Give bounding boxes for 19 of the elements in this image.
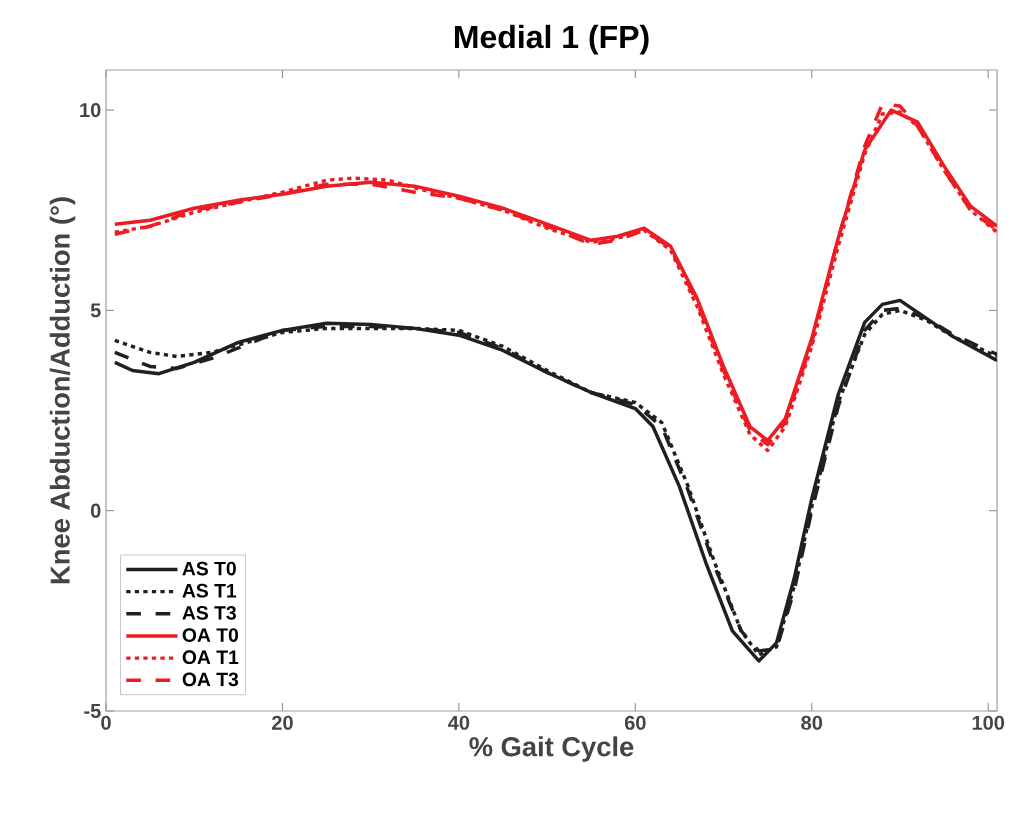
y-tick-label: 10 <box>80 102 101 118</box>
x-tick-label: 80 <box>801 715 823 730</box>
y-tick-label: 5 <box>90 303 101 318</box>
legend-label: AS T1 <box>182 583 237 598</box>
x-tick-label: 100 <box>972 715 1005 730</box>
legend-label: AS T3 <box>182 606 236 620</box>
x-axis-title: % Gait Cycle <box>469 736 634 762</box>
x-tick-label: 0 <box>101 715 111 730</box>
legend-label: OA T0 <box>182 628 239 642</box>
legend-label: OA T3 <box>182 672 239 687</box>
y-tick-label: 0 <box>90 503 101 518</box>
legend-label: AS T0 <box>182 561 236 576</box>
y-axis-title: Knee Abduction/Adduction (°) <box>49 197 76 584</box>
y-tick-label: -5 <box>84 704 101 718</box>
x-tick-label: 60 <box>624 715 646 730</box>
x-tick-label: 20 <box>272 715 293 730</box>
chart-title: Medial 1 (FP) <box>454 24 649 55</box>
x-tick-label: 40 <box>448 715 470 730</box>
legend-label: OA T1 <box>182 650 239 665</box>
